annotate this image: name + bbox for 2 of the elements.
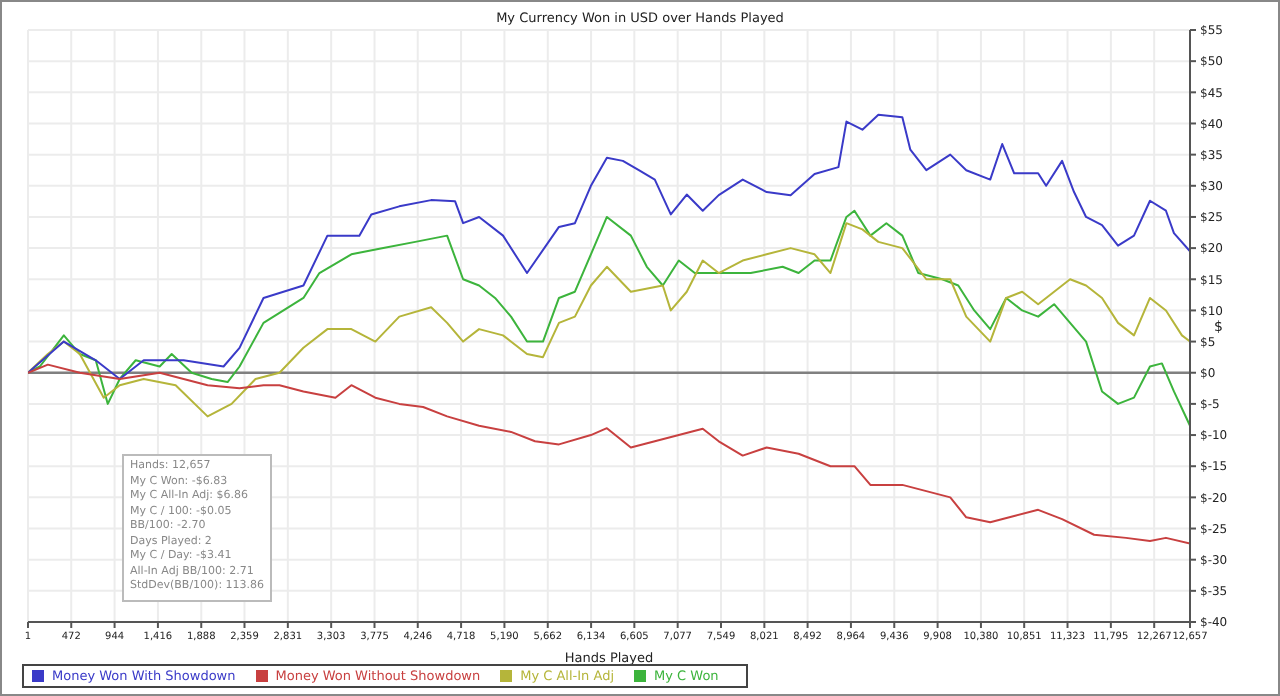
- line-series: [28, 113, 1190, 380]
- line-series: [28, 363, 1190, 545]
